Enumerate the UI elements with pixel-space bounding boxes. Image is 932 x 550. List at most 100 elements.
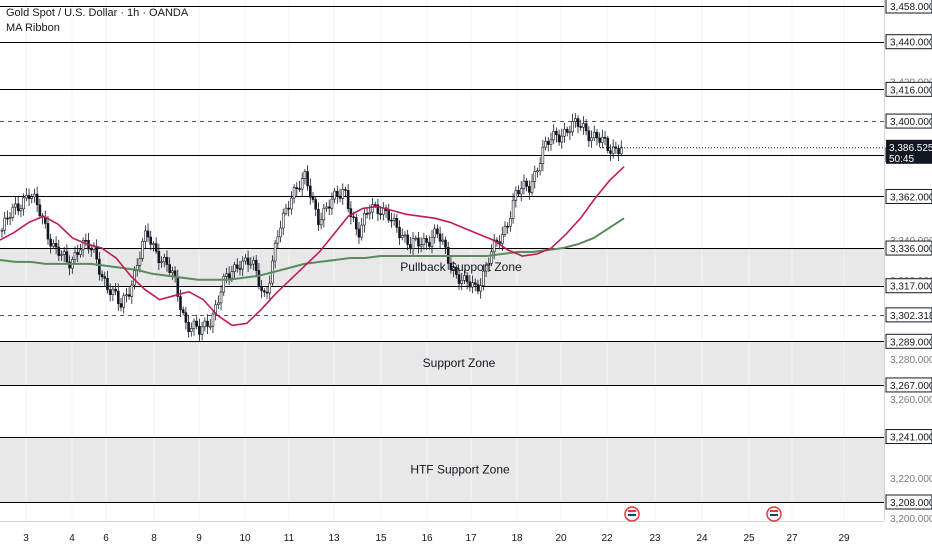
candle-body bbox=[22, 197, 25, 210]
candle-body bbox=[452, 267, 455, 270]
candle-body bbox=[152, 243, 155, 245]
levels-layer bbox=[0, 6, 884, 503]
candle-body bbox=[536, 170, 539, 173]
candle-body bbox=[122, 295, 125, 308]
candle-body bbox=[208, 325, 212, 328]
candle-body bbox=[146, 230, 150, 238]
level-price-tag bbox=[885, 34, 932, 50]
candle-body bbox=[33, 193, 36, 198]
candle-body bbox=[398, 227, 401, 239]
candle-body bbox=[576, 118, 580, 127]
candle-body bbox=[546, 140, 550, 145]
time-tick-label: 4 bbox=[69, 533, 75, 544]
candle-body bbox=[284, 207, 288, 214]
candle-body bbox=[14, 203, 17, 208]
candle-body bbox=[6, 217, 9, 220]
price-axis[interactable]: 3,420.0003,340.0003,320.0003,280.0003,26… bbox=[600, 0, 932, 550]
symbol-title: Gold Spot / U.S. Dollar · 1h · OANDA bbox=[6, 7, 189, 19]
candle-body bbox=[376, 204, 380, 215]
candle-body bbox=[0, 229, 4, 232]
candle-body bbox=[476, 284, 480, 292]
candle-body bbox=[411, 238, 415, 249]
candle-body bbox=[341, 189, 345, 199]
level-price-label: 3,241.000 bbox=[890, 433, 932, 444]
candle-body bbox=[62, 251, 66, 255]
candle-body bbox=[54, 243, 58, 248]
candle-body bbox=[211, 313, 215, 327]
candle-body bbox=[425, 238, 428, 243]
candle-body bbox=[552, 130, 555, 141]
time-tick-label: 10 bbox=[239, 533, 251, 544]
candle-body bbox=[582, 123, 585, 128]
candle-body bbox=[84, 239, 88, 242]
candle-body bbox=[352, 216, 355, 219]
level-price-label: 3,458.000 bbox=[890, 2, 932, 13]
event-markers bbox=[624, 506, 782, 522]
candle-body bbox=[49, 238, 52, 247]
candle-body bbox=[606, 137, 610, 151]
candle-body bbox=[111, 288, 115, 295]
candle-body bbox=[555, 130, 558, 136]
level-price-label: 3,317.000 bbox=[890, 282, 932, 293]
candle-body bbox=[322, 207, 326, 221]
candle-body bbox=[25, 195, 28, 199]
candle-body bbox=[390, 219, 393, 222]
ma-fast-line bbox=[0, 166, 625, 327]
candle-body bbox=[238, 268, 242, 270]
candle-body bbox=[519, 188, 523, 195]
candle-body bbox=[468, 281, 472, 288]
time-tick-label: 24 bbox=[696, 533, 708, 544]
candle-body bbox=[16, 203, 20, 212]
candle-body bbox=[422, 238, 426, 246]
candle-body bbox=[257, 270, 261, 287]
zones-layer bbox=[0, 248, 884, 502]
candle-body bbox=[471, 282, 474, 288]
candle-body bbox=[587, 130, 591, 142]
candle-body bbox=[344, 189, 347, 191]
candle-body bbox=[433, 228, 436, 238]
level-price-tag bbox=[885, 377, 932, 393]
candle-body bbox=[149, 236, 153, 245]
zone-rect bbox=[0, 436, 884, 502]
candle-body bbox=[168, 264, 171, 273]
candle-body bbox=[8, 217, 12, 219]
candle-body bbox=[176, 276, 180, 297]
candle-body bbox=[598, 137, 601, 143]
price-tick-label: 3,220.000 bbox=[890, 474, 932, 485]
candle-body bbox=[100, 273, 104, 278]
candle-body bbox=[249, 263, 253, 266]
time-tick-label: 16 bbox=[421, 533, 433, 544]
time-axis[interactable]: 3 4 6 8 9 10 11 13 15 16 17 18 20 22 23 24 25 27 29 bbox=[0, 521, 884, 550]
candle-body bbox=[460, 279, 464, 284]
level-price-label: 3,416.000 bbox=[890, 85, 932, 96]
candle-body bbox=[225, 273, 228, 277]
level-price-label: 3,362.000 bbox=[890, 192, 932, 203]
candle-body bbox=[525, 180, 528, 187]
event-flag-stripe bbox=[770, 510, 778, 512]
candle-body bbox=[65, 251, 69, 263]
candle-body bbox=[252, 259, 255, 265]
candle-body bbox=[333, 190, 336, 200]
candle-body bbox=[617, 148, 620, 155]
candle-body bbox=[592, 131, 596, 139]
countdown-label: 50:45 bbox=[889, 154, 914, 165]
candle-body bbox=[444, 239, 447, 248]
time-tick-label: 17 bbox=[465, 533, 477, 544]
candle-body bbox=[517, 190, 520, 195]
candle-body bbox=[479, 285, 482, 292]
price-tick-label: 3,200.000 bbox=[890, 514, 932, 525]
candle-body bbox=[403, 234, 407, 237]
candle-body bbox=[514, 190, 518, 201]
time-tick-label: 18 bbox=[511, 533, 523, 544]
candle-body bbox=[179, 296, 182, 310]
candle-body bbox=[76, 252, 80, 255]
candle-body bbox=[125, 294, 128, 297]
candle-body bbox=[482, 270, 485, 286]
candle-body bbox=[595, 131, 599, 139]
candle-body bbox=[160, 261, 163, 264]
candle-body bbox=[233, 264, 236, 272]
candle-body bbox=[303, 171, 307, 179]
zone-rect bbox=[0, 248, 884, 286]
candle-body bbox=[298, 188, 301, 190]
